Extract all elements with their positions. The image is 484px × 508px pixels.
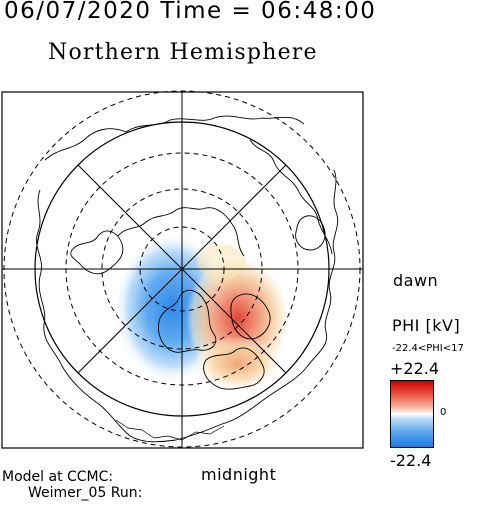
timestamp: 06/07/2020 Time = 06:48:00 xyxy=(4,0,377,24)
coast-siberia xyxy=(249,139,333,255)
positive-potential-upper xyxy=(198,244,246,280)
positive-potential-tail xyxy=(192,336,284,392)
coast-greenland xyxy=(158,289,217,353)
colorbar-range: -22.4<PHI<17 xyxy=(392,344,464,354)
run-label: Weimer_05 Run: xyxy=(28,485,143,501)
graticule xyxy=(2,90,363,448)
potential-field xyxy=(114,232,290,392)
coast-peninsula xyxy=(295,215,326,251)
coast-arctic-rim xyxy=(44,115,305,161)
coast-east xyxy=(305,169,339,369)
colorbar xyxy=(390,380,434,448)
colorbar-zero-label: 0 xyxy=(440,407,447,418)
coast-island xyxy=(203,347,265,390)
colorbar-title: PHI [kV] xyxy=(392,316,461,335)
model-label: Model at CCMC: xyxy=(2,469,114,485)
meridian-diagonal-2 xyxy=(77,164,287,374)
colorbar-max-label: +22.4 xyxy=(390,359,440,378)
coast-grid-south xyxy=(115,419,225,441)
coast-alaska xyxy=(70,230,124,275)
coast-svalbard xyxy=(230,293,271,340)
page-title: Northern Hemisphere xyxy=(48,40,318,65)
coast-west xyxy=(36,189,97,403)
colorbar-min-label: -22.4 xyxy=(390,451,432,470)
dawn-label: dawn xyxy=(393,271,439,290)
midnight-label: midnight xyxy=(201,465,277,484)
coastlines xyxy=(36,115,339,443)
coast-inner-arc xyxy=(117,207,245,257)
